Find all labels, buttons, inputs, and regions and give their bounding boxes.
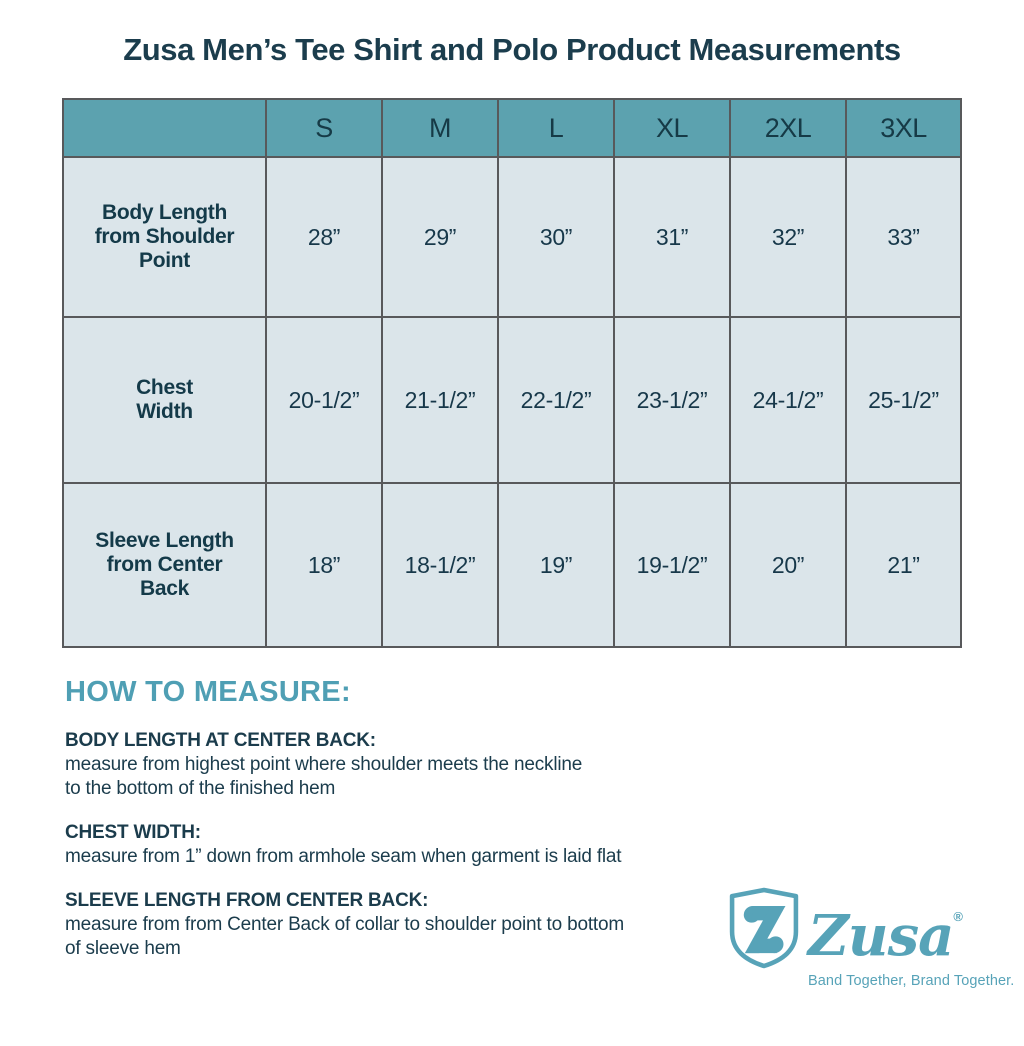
size-header-l: L [497, 98, 615, 158]
body-length-2xl: 32” [729, 156, 847, 318]
sleeve-length-l: 19” [497, 482, 615, 648]
row-label-chest-width: Chest Width [62, 316, 267, 484]
size-header-row: S M L XL 2XL 3XL [62, 98, 962, 158]
body-length-3xl: 33” [845, 156, 962, 318]
corner-cell [62, 98, 267, 158]
size-header-3xl: 3XL [845, 98, 962, 158]
registered-mark: ® [953, 909, 963, 924]
measure-label-body-length: BODY LENGTH AT CENTER BACK: [65, 730, 376, 751]
chest-width-xl: 23-1/2” [613, 316, 731, 484]
how-to-measure-heading: HOW TO MEASURE: [65, 676, 351, 708]
row-label-sleeve-length: Sleeve Length from Center Back [62, 482, 267, 648]
sleeve-length-3xl: 21” [845, 482, 962, 648]
chest-width-l: 22-1/2” [497, 316, 615, 484]
how-to-measure-section: HOW TO MEASURE: BODY LENGTH AT CENTER BA… [65, 676, 705, 961]
size-header-s: S [265, 98, 383, 158]
table-row-body-length: Body Length from Shoulder Point 28” 29” … [62, 156, 962, 318]
zusa-shield-icon [729, 887, 799, 969]
sleeve-length-s: 18” [265, 482, 383, 648]
zusa-logo: Zusa® Band Together, Brand Together. [726, 886, 1014, 989]
measurements-table: S M L XL 2XL 3XL Body Length from Should… [62, 98, 962, 648]
row-label-body-length: Body Length from Shoulder Point [62, 156, 267, 318]
table-row-sleeve-length: Sleeve Length from Center Back 18” 18-1/… [62, 482, 962, 648]
measure-section-chest-width: CHEST WIDTH: measure from 1” down from a… [65, 821, 705, 869]
measure-desc-chest-width: measure from 1” down from armhole seam w… [65, 846, 622, 867]
measure-label-sleeve-length: SLEEVE LENGTH FROM CENTER BACK: [65, 890, 429, 911]
chest-width-3xl: 25-1/2” [845, 316, 962, 484]
measure-desc-body-length: measure from highest point where shoulde… [65, 754, 583, 799]
zusa-logo-text: Zusa® Band Together, Brand Together. [808, 886, 1014, 989]
sleeve-length-m: 18-1/2” [381, 482, 499, 648]
zusa-wordmark: Zusa® [808, 903, 963, 969]
measure-desc-sleeve-length: measure from from Center Back of collar … [65, 914, 624, 959]
zusa-tagline: Band Together, Brand Together. [808, 973, 1015, 989]
chest-width-m: 21-1/2” [381, 316, 499, 484]
measure-section-body-length: BODY LENGTH AT CENTER BACK: measure from… [65, 729, 705, 801]
measurements-table-container: S M L XL 2XL 3XL Body Length from Should… [62, 98, 1024, 648]
chest-width-2xl: 24-1/2” [729, 316, 847, 484]
measure-label-chest-width: CHEST WIDTH: [65, 822, 201, 843]
sleeve-length-xl: 19-1/2” [613, 482, 731, 648]
sleeve-length-2xl: 20” [729, 482, 847, 648]
body-length-xl: 31” [613, 156, 731, 318]
table-row-chest-width: Chest Width 20-1/2” 21-1/2” 22-1/2” 23-1… [62, 316, 962, 484]
body-length-l: 30” [497, 156, 615, 318]
size-header-xl: XL [613, 98, 731, 158]
body-length-s: 28” [265, 156, 383, 318]
size-header-m: M [381, 98, 499, 158]
chest-width-s: 20-1/2” [265, 316, 383, 484]
measure-section-sleeve-length: SLEEVE LENGTH FROM CENTER BACK: measure … [65, 889, 705, 961]
page-title: Zusa Men’s Tee Shirt and Polo Product Me… [123, 32, 901, 67]
body-length-m: 29” [381, 156, 499, 318]
size-header-2xl: 2XL [729, 98, 847, 158]
